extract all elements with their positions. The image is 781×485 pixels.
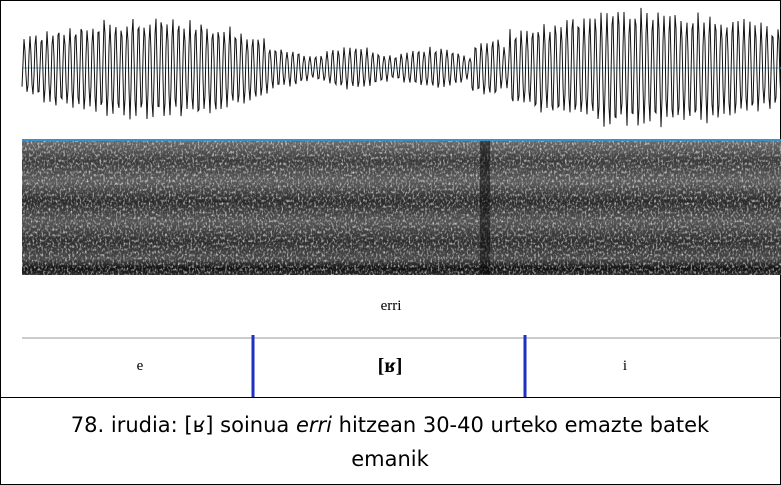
segment-label: [ʁ] [378,355,403,377]
segment-label: i [623,358,627,374]
caption-text: hitzean 30-40 urteko emazte batek [332,413,710,437]
caption-text: 78. irudia: [ʁ] soinua [71,413,296,437]
caption-line: emanik [351,447,429,471]
caption-italic: erri [296,413,332,437]
waveform [21,7,781,128]
spectrogram-burst [480,141,490,275]
caption-line: 78. irudia: [ʁ] soinua erri hitzean 30-4… [71,413,710,437]
word-label: erri [381,298,402,314]
segment-label: e [137,358,144,374]
spectrogram-noise [22,141,781,275]
